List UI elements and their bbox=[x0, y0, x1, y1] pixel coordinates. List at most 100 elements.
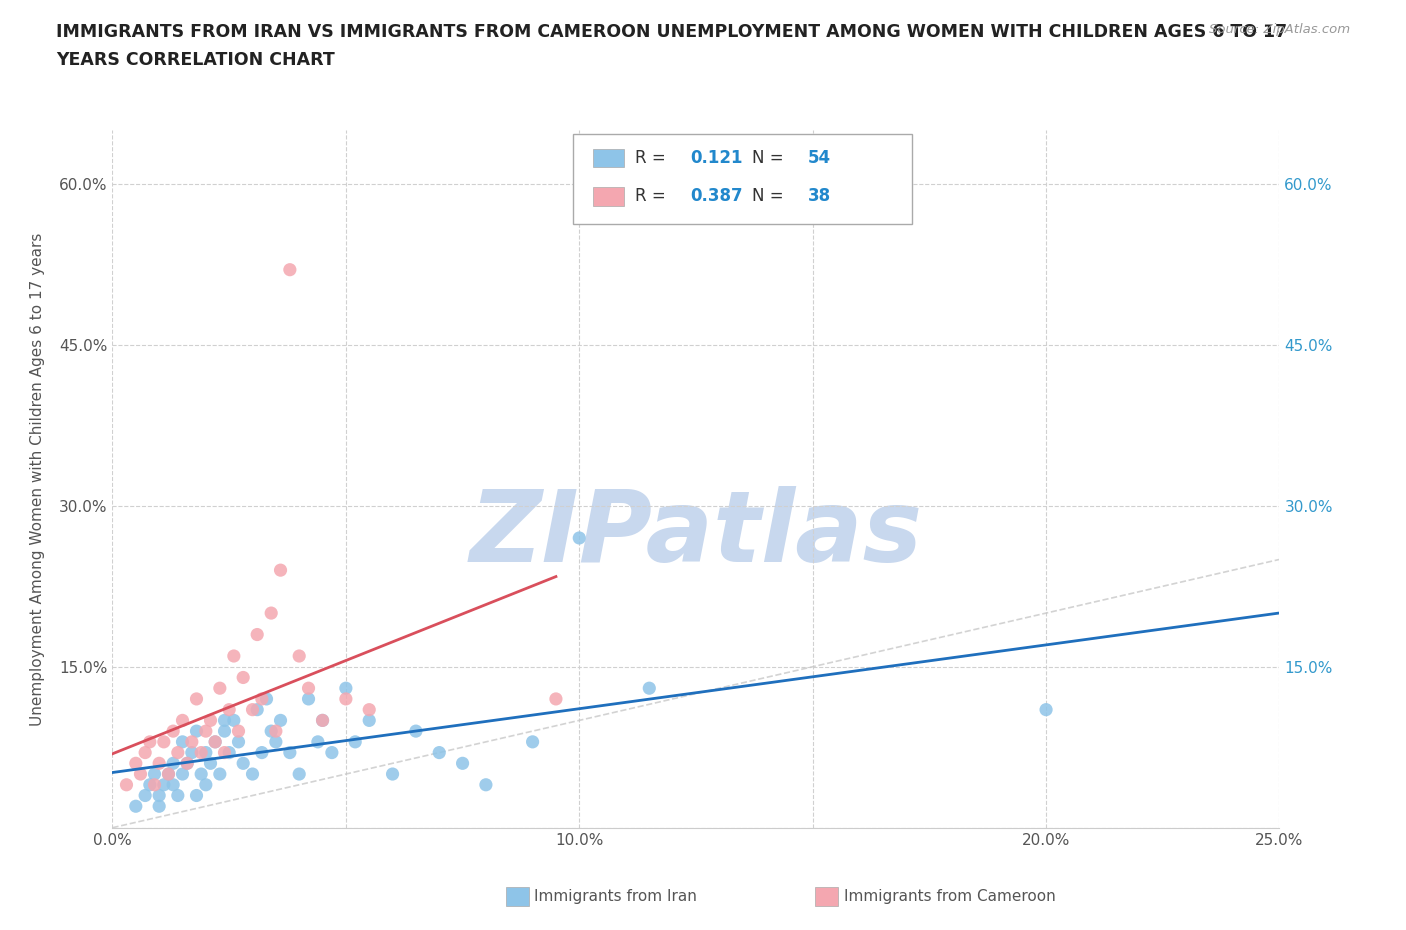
Point bbox=[297, 681, 319, 696]
Text: Source: ZipAtlas.com: Source: ZipAtlas.com bbox=[1209, 23, 1350, 36]
Point bbox=[335, 692, 357, 707]
Point bbox=[381, 766, 404, 781]
Text: N =: N = bbox=[752, 188, 789, 206]
Point bbox=[256, 692, 278, 707]
Point bbox=[194, 777, 217, 792]
Point bbox=[186, 724, 208, 738]
Point bbox=[134, 745, 156, 760]
Text: ZIPatlas: ZIPatlas bbox=[470, 486, 922, 583]
Point bbox=[139, 777, 162, 792]
Point bbox=[246, 627, 269, 642]
Point bbox=[278, 745, 301, 760]
Point bbox=[288, 766, 311, 781]
Point bbox=[162, 756, 184, 771]
Point bbox=[214, 724, 236, 738]
Point bbox=[297, 692, 319, 707]
Point bbox=[172, 713, 194, 728]
Point bbox=[475, 777, 498, 792]
Point bbox=[264, 724, 287, 738]
Point bbox=[522, 735, 544, 750]
Point bbox=[218, 745, 240, 760]
Point bbox=[162, 724, 184, 738]
Text: N =: N = bbox=[752, 149, 789, 167]
Point bbox=[270, 563, 292, 578]
Point bbox=[172, 766, 194, 781]
Point bbox=[214, 745, 236, 760]
Point bbox=[218, 702, 240, 717]
FancyBboxPatch shape bbox=[593, 149, 624, 167]
Text: R =: R = bbox=[636, 188, 671, 206]
Text: YEARS CORRELATION CHART: YEARS CORRELATION CHART bbox=[56, 51, 335, 69]
Y-axis label: Unemployment Among Women with Children Ages 6 to 17 years: Unemployment Among Women with Children A… bbox=[31, 232, 45, 725]
Point bbox=[125, 799, 148, 814]
Point bbox=[427, 745, 450, 760]
Point bbox=[288, 648, 311, 663]
Text: 38: 38 bbox=[808, 188, 831, 206]
Point bbox=[208, 766, 231, 781]
Point bbox=[311, 713, 333, 728]
Text: 0.387: 0.387 bbox=[690, 188, 742, 206]
Point bbox=[359, 713, 381, 728]
Point bbox=[186, 788, 208, 803]
Point bbox=[134, 788, 156, 803]
Text: IMMIGRANTS FROM IRAN VS IMMIGRANTS FROM CAMEROON UNEMPLOYMENT AMONG WOMEN WITH C: IMMIGRANTS FROM IRAN VS IMMIGRANTS FROM … bbox=[56, 23, 1288, 41]
Point bbox=[228, 735, 250, 750]
Point bbox=[176, 756, 198, 771]
Point bbox=[172, 735, 194, 750]
Point bbox=[359, 702, 381, 717]
Point bbox=[200, 756, 222, 771]
Point bbox=[232, 756, 254, 771]
Point bbox=[186, 692, 208, 707]
Text: 54: 54 bbox=[808, 149, 831, 167]
Point bbox=[232, 670, 254, 684]
Point bbox=[180, 735, 202, 750]
Point bbox=[148, 788, 170, 803]
Point bbox=[307, 735, 329, 750]
Point bbox=[250, 692, 273, 707]
Point bbox=[148, 756, 170, 771]
Point bbox=[260, 724, 283, 738]
Point bbox=[190, 766, 212, 781]
Point bbox=[638, 681, 661, 696]
Point bbox=[194, 724, 217, 738]
Point bbox=[1035, 702, 1057, 717]
Point bbox=[194, 745, 217, 760]
FancyBboxPatch shape bbox=[574, 134, 912, 224]
Point bbox=[228, 724, 250, 738]
Point bbox=[129, 766, 152, 781]
Point bbox=[200, 713, 222, 728]
Point bbox=[344, 735, 367, 750]
Point bbox=[176, 756, 198, 771]
Text: Immigrants from Cameroon: Immigrants from Cameroon bbox=[844, 889, 1056, 904]
Point bbox=[568, 530, 591, 545]
Point bbox=[242, 702, 264, 717]
Point bbox=[264, 735, 287, 750]
Point bbox=[139, 735, 162, 750]
Point bbox=[115, 777, 138, 792]
Point bbox=[405, 724, 427, 738]
Point bbox=[153, 777, 176, 792]
Point bbox=[157, 766, 180, 781]
Point bbox=[270, 713, 292, 728]
Point bbox=[250, 745, 273, 760]
Point bbox=[204, 735, 226, 750]
Point bbox=[311, 713, 333, 728]
Point bbox=[242, 766, 264, 781]
Point bbox=[204, 735, 226, 750]
Point bbox=[190, 745, 212, 760]
Point bbox=[166, 745, 188, 760]
Point bbox=[162, 777, 184, 792]
Point bbox=[143, 766, 166, 781]
Point bbox=[125, 756, 148, 771]
Point bbox=[451, 756, 474, 771]
Point bbox=[260, 605, 283, 620]
Point bbox=[544, 692, 567, 707]
Point bbox=[148, 799, 170, 814]
Point bbox=[278, 262, 301, 277]
Point bbox=[214, 713, 236, 728]
Point bbox=[222, 713, 245, 728]
Point bbox=[166, 788, 188, 803]
Text: 0.121: 0.121 bbox=[690, 149, 742, 167]
Point bbox=[208, 681, 231, 696]
FancyBboxPatch shape bbox=[593, 188, 624, 206]
